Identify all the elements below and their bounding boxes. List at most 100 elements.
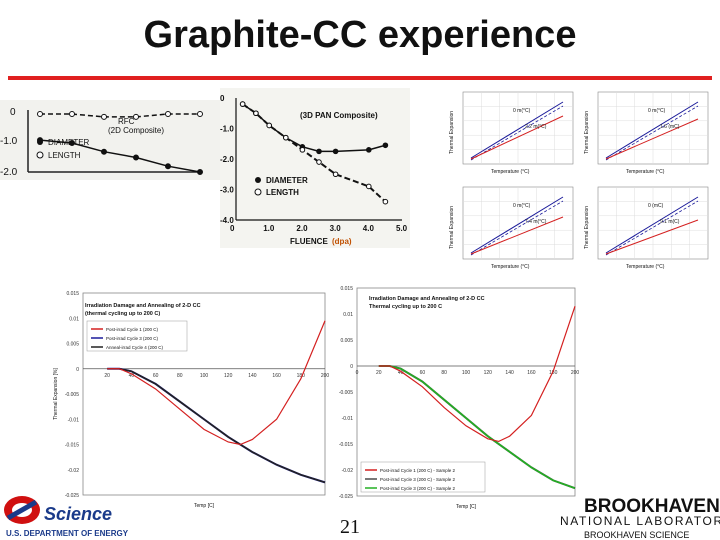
- bnl-lab: NATIONAL LABORATORY: [560, 514, 720, 528]
- chart-xlabel: Temp [C]: [194, 503, 215, 509]
- chart-title: (thermal cycling up to 200 C): [85, 311, 160, 317]
- doe-wordmark: Science: [44, 504, 112, 524]
- rfc-point: [101, 148, 107, 155]
- pan-ytick: -3.0: [220, 186, 234, 195]
- svg-text:1.6 (mC): 1.6 (mC): [660, 124, 680, 130]
- rfc-legend-diameter: DIAMETER: [48, 138, 90, 147]
- pan-xtick: 2.0: [296, 224, 308, 233]
- svg-text:2.2 m(°C): 2.2 m(°C): [525, 124, 547, 130]
- series-line-2: [107, 367, 326, 484]
- small-plot-3: 0 m(°C) 7.4 m(°C) Temperature (°C) Thermal …: [449, 186, 574, 270]
- rfc-point: [69, 111, 75, 117]
- ytick-label: 0: [76, 367, 79, 373]
- small-plot-1: 0 m(°C) 2.2 m(°C) Temperature (°C) Thermal …: [449, 91, 574, 175]
- pan-xtick: 4.0: [363, 224, 375, 233]
- rfc-ytick-1: -1.0: [0, 136, 18, 147]
- xtick-label: 20: [104, 373, 110, 379]
- chart-xlabel: Temp [C]: [456, 504, 477, 510]
- rfc-series-1: [40, 113, 200, 118]
- pan-xtick: 3.0: [330, 224, 342, 233]
- svg-text:0 (mC): 0 (mC): [648, 203, 664, 209]
- rfc-chart: 0 -1.0 -2.0 RFC (2D Composite) DIAMETER …: [0, 100, 220, 180]
- series-line-2: [378, 365, 576, 489]
- svg-text:9.1 m(C): 9.1 m(C): [660, 219, 680, 225]
- doe-science-logo: Science U.S. DEPARTMENT OF ENERGY: [4, 496, 129, 538]
- pan-point: [239, 101, 246, 107]
- xtick-label: 60: [153, 373, 159, 379]
- pan-point: [382, 142, 389, 149]
- pan-point: [332, 148, 339, 155]
- pan-ytick: -4.0: [220, 216, 234, 225]
- pan-ytick: -2.0: [220, 155, 234, 164]
- pan-ytick: -1.0: [220, 125, 234, 134]
- pan-title: (3D PAN Composite): [300, 111, 378, 120]
- pan-point: [316, 159, 322, 165]
- pan-point: [366, 183, 372, 190]
- rfc-point: [165, 111, 171, 117]
- ytick-label: 0.01: [69, 316, 79, 322]
- rfc-point: [133, 113, 139, 120]
- pan-point: [283, 134, 289, 141]
- chart-title: Thermal cycling up to 200 C: [369, 304, 442, 310]
- rfc-point: [165, 163, 171, 170]
- small-plot-ylabel: Thermal Expansion: [449, 206, 455, 249]
- pan-xtick: 5.0: [396, 224, 408, 233]
- ytick-label: 0.015: [66, 291, 79, 297]
- xtick-label: 40: [129, 373, 135, 379]
- ytick-label: -0.02: [68, 468, 80, 474]
- small-plot-2: 0 m(°C) 1.6 (mC) Temperature (°C) Thermal E…: [584, 91, 709, 175]
- series-line-0: [378, 306, 576, 443]
- ytick-label: 0.005: [66, 342, 79, 348]
- ytick-label: -0.005: [65, 392, 79, 398]
- small-plot-ylabel: Thermal Expansion: [449, 111, 455, 154]
- xtick-label: 120: [224, 373, 233, 379]
- small-plot-xlabel: Temperature (°C): [491, 169, 530, 175]
- xtick-label: 180: [549, 370, 558, 376]
- pan-xlabel-unit: (dpa): [332, 237, 352, 246]
- chart-title: Irradiation Damage and Annealing of 2-D …: [369, 296, 485, 302]
- small-plot-xlabel: Temperature (°C): [626, 169, 665, 175]
- chart-title: Irradiation Damage and Annealing of 2-D …: [85, 303, 201, 309]
- rfc-legend-length: LENGTH: [48, 151, 81, 160]
- rfc-point: [197, 111, 203, 117]
- rfc-title-2: (2D Composite): [108, 126, 164, 135]
- doe-emblem-icon: [4, 496, 40, 524]
- bnl-name: BROOKHAVEN: [584, 496, 720, 517]
- cc-chart-left: 0.015 0.01 0.005 0 -0.005 -0.01 -0.015 -0.02 -0.…: [53, 291, 329, 509]
- xtick-label: 160: [272, 373, 281, 379]
- ytick-label: 0.015: [340, 286, 353, 292]
- doe-subtitle: U.S. DEPARTMENT OF ENERGY: [6, 529, 129, 538]
- xtick-label: 160: [527, 370, 536, 376]
- rfc-point: [37, 111, 43, 117]
- xtick-label: 100: [462, 370, 471, 376]
- svg-text:0 m(°C): 0 m(°C): [513, 108, 531, 114]
- xtick-label: 20: [376, 370, 382, 376]
- rfc-ytick-0: 0: [10, 107, 16, 118]
- legend-entry: Post-irrad Cycle 3 (200 C) - Sample 2: [380, 486, 456, 491]
- small-plot-ylabel: Thermal Expansion: [584, 111, 590, 154]
- ytick-label: -0.015: [65, 443, 79, 449]
- legend-entry: Post-irrad Cycle 3 (200 C) - Sample 2: [380, 477, 456, 482]
- page-number: 21: [340, 516, 360, 538]
- xtick-label: 200: [571, 370, 580, 376]
- pan-point: [266, 122, 273, 129]
- pan-point: [299, 147, 306, 153]
- ytick-label: -0.005: [339, 390, 353, 396]
- xtick-label: 180: [297, 373, 306, 379]
- svg-text:7.4 m(°C): 7.4 m(°C): [525, 219, 547, 225]
- rfc-point: [69, 140, 75, 146]
- ytick-label: 0.01: [343, 312, 353, 318]
- cc-chart-right: 0.015 0.01 0.005 0 -0.005 -0.01 -0.015 -0.02 -0.…: [339, 286, 580, 510]
- pan-point: [382, 198, 389, 205]
- xtick-label: 140: [248, 373, 257, 379]
- bnl-tagline: BROOKHAVEN SCIENCE: [584, 530, 689, 540]
- rfc-ytick-2: -2.0: [0, 167, 18, 178]
- slide-title: Graphite-CC experience: [143, 14, 577, 56]
- series-line-0: [107, 320, 326, 446]
- small-plot-xlabel: Temperature (°C): [491, 264, 530, 270]
- small-plot-xlabel: Temperature (°C): [626, 264, 665, 270]
- title-divider: [8, 76, 712, 80]
- ytick-label: 0: [350, 364, 353, 370]
- chart-legend: [360, 461, 486, 493]
- legend-entry: Post-irrad Cycle 1 (200 C): [106, 327, 159, 332]
